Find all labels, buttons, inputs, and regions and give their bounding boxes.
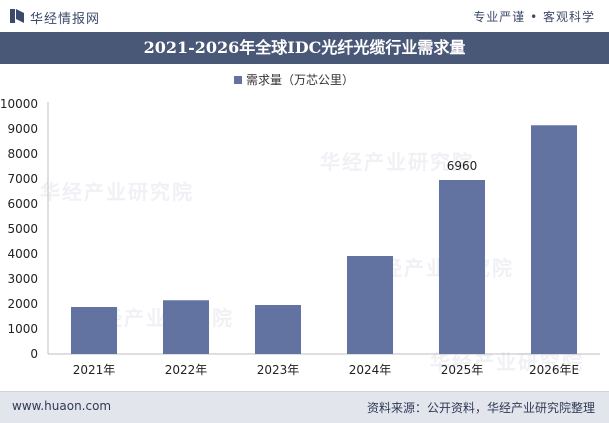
source-note: 资料来源：公开资料，华经产业研究院整理: [366, 401, 595, 415]
y-tick-label: 8000: [7, 147, 38, 161]
watermark: 华经产业研究院: [320, 150, 474, 174]
watermark: 华经产业研究院: [40, 180, 194, 204]
bar: [347, 256, 393, 354]
footer-bar: [0, 392, 609, 423]
footer-divider: [0, 391, 609, 392]
bar: [163, 300, 209, 354]
y-tick-label: 9000: [7, 122, 38, 136]
logo-text: 华经情报网: [30, 12, 101, 27]
bar: [531, 125, 577, 354]
y-tick-label: 3000: [7, 272, 38, 286]
bar-chart: 需求量（万芯公里） 0 1000 2000 3000 4000 5000 6000 7000 80…: [0, 73, 600, 377]
x-tick-label: 2021年: [73, 363, 116, 377]
bar: [71, 307, 117, 354]
bar: [255, 305, 301, 354]
x-tick-label: 2026年E: [529, 363, 579, 377]
slogan: 专业严谨 • 客观科学: [473, 10, 595, 24]
bar: [439, 180, 485, 354]
y-tick-label: 7000: [7, 172, 38, 186]
x-tick-label: 2025年: [441, 363, 484, 377]
legend-swatch: [234, 76, 242, 84]
y-tick-label: 5000: [7, 222, 38, 236]
y-tick-label: 4000: [7, 247, 38, 261]
top-strip: 华经情报网 专业严谨 • 客观科学: [0, 0, 609, 32]
y-tick-label: 1000: [7, 322, 38, 336]
logo-icon: [10, 9, 24, 23]
y-tick-label: 2000: [7, 297, 38, 311]
data-label: 6960: [447, 159, 478, 173]
y-tick-label: 6000: [7, 197, 38, 211]
x-tick-label: 2022年: [165, 363, 208, 377]
legend-label: 需求量（万芯公里）: [246, 73, 354, 87]
site-url[interactable]: www.huaon.com: [12, 399, 112, 413]
x-tick-label: 2023年: [257, 363, 300, 377]
x-tick-label: 2024年: [349, 363, 392, 377]
y-tick-label: 10000: [0, 97, 38, 111]
chart-title: 2021-2026年全球IDC光纤光缆行业需求量: [143, 38, 466, 57]
title-bar: [0, 32, 609, 64]
y-tick-label: 0: [30, 347, 38, 361]
